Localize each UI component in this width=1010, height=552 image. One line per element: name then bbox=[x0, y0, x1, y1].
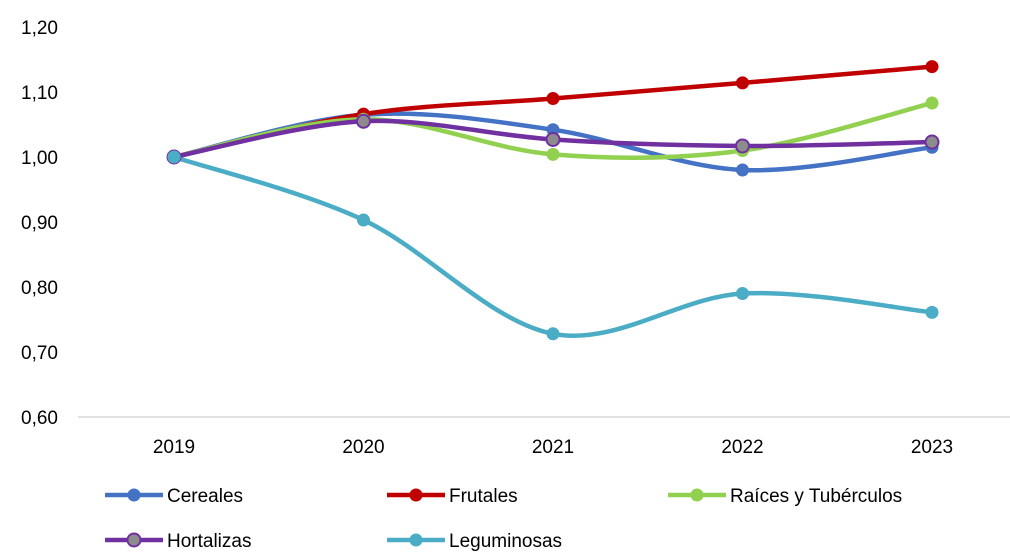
legend-item-cereales: Cereales bbox=[105, 486, 243, 507]
legend-item-frutales: Frutales bbox=[387, 486, 518, 507]
legend-swatch-marker bbox=[126, 532, 142, 548]
data-point-leguminosas bbox=[546, 327, 560, 341]
data-point-leguminosas bbox=[357, 213, 370, 227]
legend-swatch-marker bbox=[409, 533, 423, 547]
legend-item-raices-y-tuberculos: Raíces y Tubérculos bbox=[668, 486, 902, 507]
data-point-frutales bbox=[736, 76, 749, 90]
legend-label: Frutales bbox=[449, 486, 518, 507]
series-lines bbox=[171, 64, 935, 338]
data-point-raices-y-tuberculos bbox=[546, 147, 560, 161]
legend: Cereales Frutales Raíces y Tubérculos Horta… bbox=[105, 486, 902, 552]
x-axis-tick-labels: 2019 2020 2021 2022 2023 bbox=[153, 437, 953, 458]
y-tick-label: 0,80 bbox=[21, 278, 58, 299]
data-point-leguminosas bbox=[167, 150, 181, 164]
data-point-leguminosas bbox=[925, 305, 939, 319]
legend-label: Hortalizas bbox=[167, 531, 251, 552]
legend-swatch-marker bbox=[409, 488, 423, 502]
y-tick-label: 1,20 bbox=[21, 18, 58, 39]
data-point-hortalizas bbox=[545, 131, 561, 147]
x-tick-label: 2019 bbox=[153, 437, 195, 458]
y-tick-label: 0,90 bbox=[21, 213, 58, 234]
data-point-raices-y-tuberculos bbox=[925, 96, 939, 110]
y-tick-label: 0,60 bbox=[21, 408, 58, 429]
data-point-cereales bbox=[736, 163, 749, 177]
legend-label: Cereales bbox=[167, 486, 243, 507]
x-tick-label: 2020 bbox=[342, 437, 384, 458]
series-points bbox=[166, 60, 940, 341]
legend-label: Leguminosas bbox=[449, 531, 562, 552]
y-tick-label: 1,00 bbox=[21, 148, 58, 169]
data-point-hortalizas bbox=[356, 113, 371, 129]
legend-label: Raíces y Tubérculos bbox=[730, 486, 902, 507]
data-point-leguminosas bbox=[736, 287, 749, 300]
x-tick-label: 2023 bbox=[911, 437, 953, 458]
legend-item-hortalizas: Hortalizas bbox=[105, 531, 251, 552]
data-point-hortalizas bbox=[924, 134, 940, 150]
data-point-hortalizas bbox=[735, 138, 750, 154]
y-tick-label: 1,10 bbox=[21, 83, 58, 104]
x-tick-label: 2022 bbox=[721, 437, 763, 458]
legend-swatch-marker bbox=[127, 488, 141, 502]
data-point-frutales bbox=[546, 92, 560, 105]
legend-item-leguminosas: Leguminosas bbox=[387, 531, 562, 552]
legend-swatch-marker bbox=[690, 488, 704, 502]
x-tick-label: 2021 bbox=[532, 437, 574, 458]
y-axis-tick-labels: 0,60 0,70 0,80 0,90 1,00 1,10 1,20 bbox=[21, 18, 58, 429]
data-point-frutales bbox=[925, 60, 939, 74]
y-tick-label: 0,70 bbox=[21, 343, 58, 364]
series-line-leguminosas bbox=[171, 154, 935, 338]
